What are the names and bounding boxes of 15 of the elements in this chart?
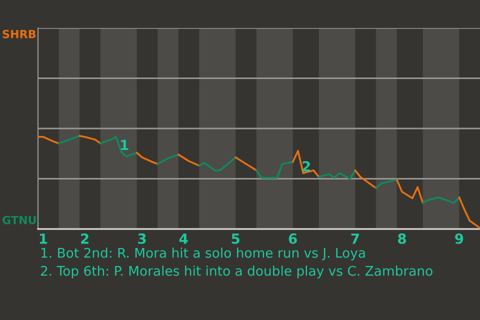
x-tick-label: 8 <box>398 233 406 244</box>
annotation: 1 <box>121 140 128 150</box>
x-tick-label: 5 <box>232 234 240 244</box>
x-tick-label: 2 <box>81 233 88 244</box>
text: 1. Bot 2nd: R. Mora hit a solo home run vs J. Loya <box>41 248 365 260</box>
x-tick-label: 4 <box>179 234 188 244</box>
x-tick-label: 6 <box>288 233 297 244</box>
text: SHRB <box>2 30 36 38</box>
x-tick-label: 1 <box>40 234 48 244</box>
x-tick-label: 3 <box>138 233 146 244</box>
annotation: 2 <box>302 161 310 172</box>
x-tick-label: 9 <box>455 233 464 244</box>
x-tick-label: 7 <box>351 234 359 244</box>
text: 2. Top 6th: P. Morales hit into a double play vs C. Zambrano <box>40 266 432 278</box>
text: GTNU <box>2 216 36 224</box>
